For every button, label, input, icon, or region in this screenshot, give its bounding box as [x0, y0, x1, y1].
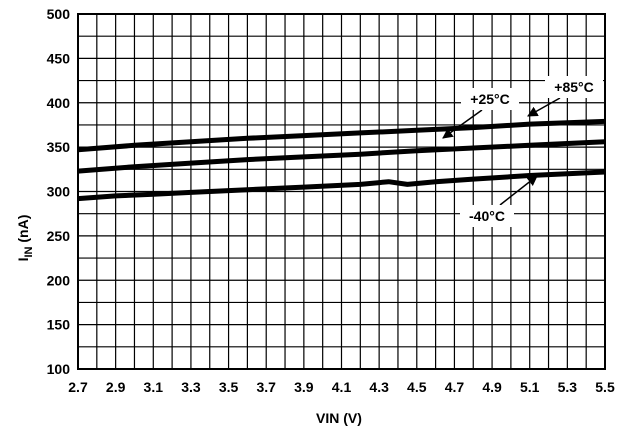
plot-frame	[77, 13, 606, 370]
annotation-label: -40°C	[469, 208, 505, 224]
y-tick-label: 500	[47, 6, 71, 22]
annotation-label: +25°C	[470, 91, 509, 107]
x-tick-label: 4.7	[445, 379, 465, 395]
grid	[77, 13, 606, 370]
annotation-arrow	[442, 109, 483, 139]
x-tick-label: 2.9	[106, 379, 126, 395]
x-tick-label: 4.1	[332, 379, 352, 395]
x-tick-label: 3.9	[294, 379, 314, 395]
annotation-label: +85°C	[554, 79, 593, 95]
annotation-background	[460, 205, 514, 227]
annotation-arrow	[527, 97, 561, 117]
x-axis-label: VIN (V)	[316, 410, 362, 426]
x-tick-label: 5.1	[520, 379, 540, 395]
series-line-85c	[77, 118, 606, 153]
x-tick-label: 4.5	[407, 379, 427, 395]
y-axis-label-main: I	[15, 258, 31, 262]
y-tick-label: 350	[47, 139, 71, 155]
x-tick-label: 3.3	[181, 379, 201, 395]
y-tick-label: 150	[47, 317, 71, 333]
x-tick-label: 4.9	[482, 379, 502, 395]
annotation-background	[461, 88, 519, 110]
series-line-25c	[77, 139, 606, 174]
annotation-background	[545, 76, 603, 98]
y-tick-label: 250	[47, 228, 71, 244]
series-line-minus40c	[77, 169, 606, 202]
y-axis-label-unit: (nA)	[15, 215, 31, 247]
y-axis-label: IIN (nA)	[15, 215, 35, 262]
y-tick-label: 400	[47, 95, 71, 111]
y-tick-labels: 100 150 200 250 300 350 400 450 500	[47, 6, 71, 377]
series-layer	[77, 118, 606, 202]
y-tick-label: 450	[47, 50, 71, 66]
x-tick-label: 3.1	[144, 379, 164, 395]
x-tick-label: 3.5	[219, 379, 239, 395]
x-tick-labels: 2.7 2.9 3.1 3.3 3.5 3.7 3.9 4.1 4.3 4.5 4.7 4.9 5.1 5…	[68, 379, 615, 395]
y-tick-label: 200	[47, 272, 71, 288]
annotations: +85°C +25°C -40°C	[442, 76, 603, 227]
x-tick-label: 5.5	[595, 379, 615, 395]
annotation-arrow	[499, 175, 538, 206]
x-tick-label: 5.3	[558, 379, 578, 395]
y-axis-label-subscript: IN	[23, 246, 35, 257]
x-tick-label: 4.3	[369, 379, 389, 395]
y-tick-label: 300	[47, 184, 71, 200]
y-tick-label: 100	[47, 361, 71, 377]
x-tick-label: 2.7	[68, 379, 88, 395]
x-tick-label: 3.7	[256, 379, 276, 395]
